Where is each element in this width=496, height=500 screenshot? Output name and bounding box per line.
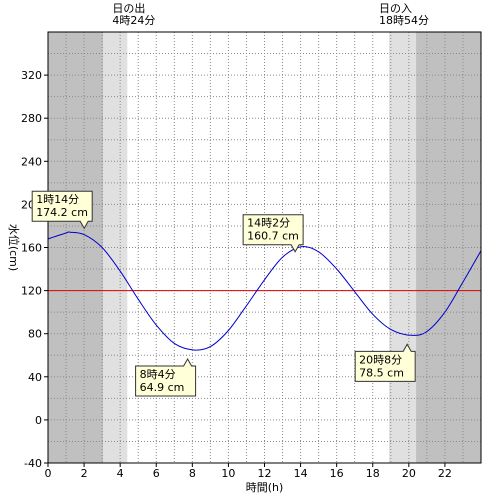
sunset-label: 日の入 — [379, 2, 412, 15]
x-tick-label: 12 — [258, 467, 272, 480]
y-tick-label: 160 — [21, 242, 42, 255]
callout-value: 160.7 cm — [247, 230, 299, 243]
y-tick-label: 320 — [21, 69, 42, 82]
x-tick-label: 8 — [189, 467, 196, 480]
x-tick-label: 18 — [366, 467, 380, 480]
callout-box — [242, 214, 304, 253]
y-tick-label: 240 — [21, 155, 42, 168]
x-tick-label: 10 — [221, 467, 235, 480]
callout-value: 174.2 cm — [36, 206, 88, 219]
callout-time: 8時4分 — [140, 368, 176, 381]
x-tick-label: 16 — [330, 467, 344, 480]
y-tick-label: 80 — [28, 328, 42, 341]
x-tick-label: 0 — [45, 467, 52, 480]
y-tick-label: -40 — [24, 457, 42, 470]
tide-curve — [47, 231, 482, 351]
callout-time: 20時8分 — [359, 353, 402, 366]
x-axis-title: 時間(h) — [246, 481, 284, 494]
y-axis-title: 水位(cm) — [7, 224, 21, 271]
sunrise-time: 4時24分 — [112, 14, 155, 27]
y-tick-label: 40 — [28, 371, 42, 384]
callout-value: 78.5 cm — [359, 366, 404, 379]
x-tick-label: 20 — [402, 467, 416, 480]
callout-value: 64.9 cm — [140, 381, 185, 394]
callout-box — [135, 357, 197, 397]
x-tick-label: 22 — [438, 467, 452, 480]
x-tick-label: 2 — [81, 467, 88, 480]
y-tick-label: 120 — [21, 285, 42, 298]
y-tick-label: 0 — [35, 414, 42, 427]
sunrise-label: 日の出 — [112, 1, 145, 15]
callout-box — [354, 343, 416, 382]
callout-box — [31, 190, 93, 230]
x-tick-label: 4 — [117, 467, 124, 480]
sunset-time: 18時54分 — [379, 14, 429, 27]
x-tick-label: 6 — [153, 467, 160, 480]
callout-time: 14時2分 — [247, 217, 290, 230]
callout-time: 1時14分 — [36, 193, 79, 206]
x-tick-label: 14 — [294, 467, 308, 480]
y-tick-label: 280 — [21, 112, 42, 125]
